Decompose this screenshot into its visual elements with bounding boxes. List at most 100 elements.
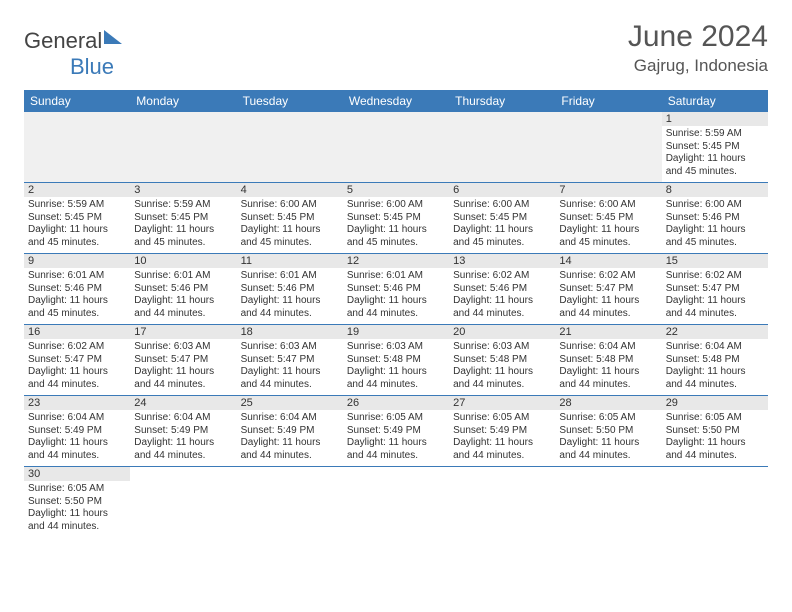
sunset-line: Sunset: 5:49 PM — [241, 425, 339, 438]
daylight-line: Daylight: 11 hours and 45 minutes. — [666, 224, 764, 249]
logo-sail-icon — [104, 30, 122, 44]
sunset-line: Sunset: 5:50 PM — [666, 425, 764, 438]
sunrise-line: Sunrise: 5:59 AM — [134, 199, 232, 212]
sunrise-line: Sunrise: 6:05 AM — [666, 412, 764, 425]
sunset-line: Sunset: 5:46 PM — [347, 283, 445, 296]
calendar-cell: 21 Sunrise: 6:04 AMSunset: 5:48 PMDayligh… — [555, 325, 661, 396]
calendar-week: 16Sunrise: 6:02 AMSunset: 5:47 PMDayligh… — [24, 325, 768, 396]
month-title: June 2024 — [628, 20, 768, 54]
day-number: 8 — [662, 183, 768, 197]
calendar-cell: 4Sunrise: 6:00 AMSunset: 5:45 PMDaylight… — [237, 183, 343, 254]
calendar-cell — [237, 467, 343, 538]
sunrise-line: Sunrise: 6:00 AM — [241, 199, 339, 212]
sunrise-line: Sunrise: 6:02 AM — [28, 341, 126, 354]
calendar-cell: 26 Sunrise: 6:05 AMSunset: 5:49 PMDayligh… — [343, 396, 449, 467]
daylight-line: Daylight: 11 hours and 45 minutes. — [347, 224, 445, 249]
sunrise-line: Sunrise: 6:02 AM — [559, 270, 657, 283]
day-number: 25 — [237, 396, 343, 410]
calendar-cell: 13Sunrise: 6:02 AMSunset: 5:46 PMDayligh… — [449, 254, 555, 325]
calendar-cell: 15Sunrise: 6:02 AMSunset: 5:47 PMDayligh… — [662, 254, 768, 325]
calendar-cell — [343, 467, 449, 538]
calendar-cell: 5Sunrise: 6:00 AMSunset: 5:45 PMDaylight… — [343, 183, 449, 254]
day-header: Sunday — [24, 90, 130, 112]
sunset-line: Sunset: 5:45 PM — [241, 212, 339, 225]
calendar-body: 1 Sunrise: 5:59 AM Sunset: 5:45 PM Daylight… — [24, 112, 768, 537]
sunrise-line: Sunrise: 6:05 AM — [453, 412, 551, 425]
sunrise-line: Sunrise: 6:04 AM — [559, 341, 657, 354]
calendar-week: 2Sunrise: 5:59 AMSunset: 5:45 PMDaylight… — [24, 183, 768, 254]
day-number: 18 — [237, 325, 343, 339]
day-number: 20 — [449, 325, 555, 339]
sunrise-line: Sunrise: 6:00 AM — [559, 199, 657, 212]
day-header: Tuesday — [237, 90, 343, 112]
sunset-line: Sunset: 5:49 PM — [28, 425, 126, 438]
daylight-line: Daylight: 11 hours and 44 minutes. — [241, 295, 339, 320]
daylight-line: Daylight: 11 hours and 44 minutes. — [559, 366, 657, 391]
calendar-cell: 10Sunrise: 6:01 AMSunset: 5:46 PMDayligh… — [130, 254, 236, 325]
location: Gajrug, Indonesia — [628, 56, 768, 76]
daylight-line: Daylight: 11 hours and 44 minutes. — [134, 366, 232, 391]
calendar-cell — [24, 112, 130, 183]
calendar-cell: 9Sunrise: 6:01 AMSunset: 5:46 PMDaylight… — [24, 254, 130, 325]
day-number: 1 — [662, 112, 768, 126]
daylight-line: Daylight: 11 hours and 44 minutes. — [453, 437, 551, 462]
calendar-cell: 28Sunrise: 6:05 AMSunset: 5:50 PMDayligh… — [555, 396, 661, 467]
day-number: 28 — [555, 396, 661, 410]
day-number: 5 — [343, 183, 449, 197]
calendar-cell: 22Sunrise: 6:04 AMSunset: 5:48 PMDayligh… — [662, 325, 768, 396]
calendar-cell — [343, 112, 449, 183]
calendar-cell: 8Sunrise: 6:00 AMSunset: 5:46 PMDaylight… — [662, 183, 768, 254]
sunrise-line: Sunrise: 6:05 AM — [28, 483, 126, 496]
calendar-week: 9Sunrise: 6:01 AMSunset: 5:46 PMDaylight… — [24, 254, 768, 325]
daylight-line: Daylight: 11 hours and 45 minutes. — [666, 153, 764, 178]
calendar-header-row: SundayMondayTuesdayWednesdayThursdayFrid… — [24, 90, 768, 112]
sunrise-line: Sunrise: 6:01 AM — [347, 270, 445, 283]
sunrise-line: Sunrise: 6:01 AM — [241, 270, 339, 283]
sunrise-line: Sunrise: 6:04 AM — [666, 341, 764, 354]
sunrise-line: Sunrise: 6:03 AM — [134, 341, 232, 354]
daylight-line: Daylight: 11 hours and 45 minutes. — [28, 295, 126, 320]
calendar-cell: 29Sunrise: 6:05 AMSunset: 5:50 PMDayligh… — [662, 396, 768, 467]
sunset-line: Sunset: 5:46 PM — [241, 283, 339, 296]
sunset-line: Sunset: 5:48 PM — [559, 354, 657, 367]
sunset-line: Sunset: 5:46 PM — [28, 283, 126, 296]
calendar-cell — [237, 112, 343, 183]
sunset-line: Sunset: 5:49 PM — [453, 425, 551, 438]
daylight-line: Daylight: 11 hours and 44 minutes. — [134, 437, 232, 462]
sunrise-line: Sunrise: 6:00 AM — [666, 199, 764, 212]
calendar-cell: 7Sunrise: 6:00 AMSunset: 5:45 PMDaylight… — [555, 183, 661, 254]
day-number: 26 — [343, 396, 449, 410]
daylight-line: Daylight: 11 hours and 44 minutes. — [666, 295, 764, 320]
sunrise-line: Sunrise: 6:03 AM — [347, 341, 445, 354]
sunset-line: Sunset: 5:49 PM — [134, 425, 232, 438]
sunset-line: Sunset: 5:47 PM — [241, 354, 339, 367]
calendar-cell: 12Sunrise: 6:01 AMSunset: 5:46 PMDayligh… — [343, 254, 449, 325]
sunset-line: Sunset: 5:46 PM — [134, 283, 232, 296]
day-number: 21 — [555, 325, 661, 339]
sunset-line: Sunset: 5:49 PM — [347, 425, 445, 438]
sunrise-line: Sunrise: 6:00 AM — [453, 199, 551, 212]
day-number: 6 — [449, 183, 555, 197]
sunrise-line: Sunrise: 6:01 AM — [28, 270, 126, 283]
daylight-line: Daylight: 11 hours and 44 minutes. — [559, 437, 657, 462]
calendar-cell — [662, 467, 768, 538]
daylight-line: Daylight: 11 hours and 44 minutes. — [666, 366, 764, 391]
sunset-line: Sunset: 5:46 PM — [453, 283, 551, 296]
sunset-line: Sunset: 5:47 PM — [666, 283, 764, 296]
day-number: 17 — [130, 325, 236, 339]
logo-text: General Blue — [24, 28, 122, 80]
day-number: 29 — [662, 396, 768, 410]
daylight-line: Daylight: 11 hours and 45 minutes. — [134, 224, 232, 249]
day-number: 19 — [343, 325, 449, 339]
daylight-line: Daylight: 11 hours and 44 minutes. — [347, 437, 445, 462]
calendar-table: SundayMondayTuesdayWednesdayThursdayFrid… — [24, 90, 768, 537]
sunrise-line: Sunrise: 6:02 AM — [666, 270, 764, 283]
calendar-cell: 19Sunrise: 6:03 AMSunset: 5:48 PMDayligh… — [343, 325, 449, 396]
logo: General Blue — [24, 28, 122, 80]
day-number: 11 — [237, 254, 343, 268]
daylight-line: Daylight: 11 hours and 45 minutes. — [453, 224, 551, 249]
sunrise-line: Sunrise: 6:05 AM — [347, 412, 445, 425]
calendar-cell: 11 Sunrise: 6:01 AMSunset: 5:46 PMDayligh… — [237, 254, 343, 325]
sunset-line: Sunset: 5:50 PM — [559, 425, 657, 438]
calendar-week: 1Sunrise: 5:59 AMSunset: 5:45 PMDaylight… — [24, 112, 768, 183]
